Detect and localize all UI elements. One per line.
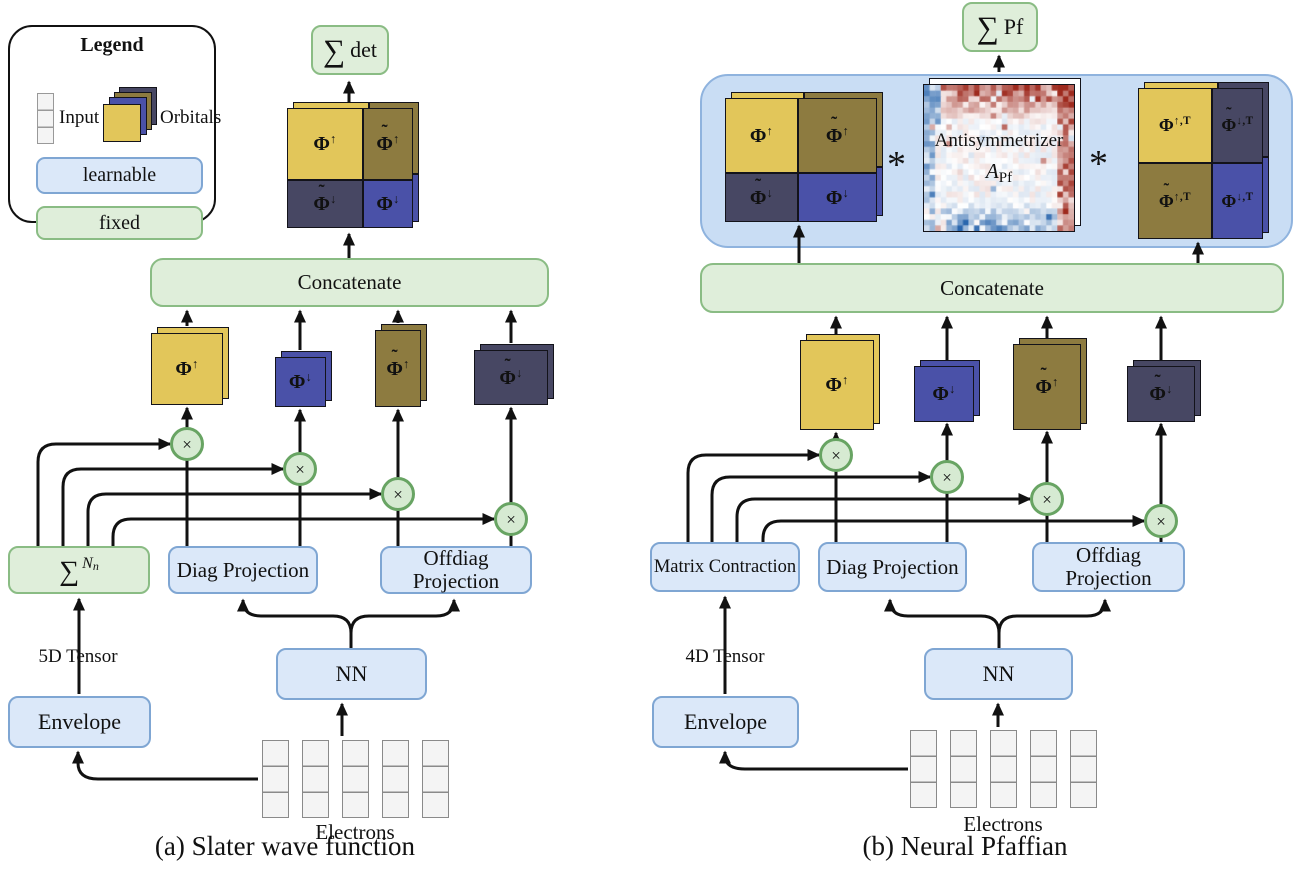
matrix-a-quad-top-right: Φ ˜ ↑ — [363, 108, 413, 180]
electron-column — [1030, 730, 1057, 808]
antisymmetrizer-label: Antisymmetrizer — [934, 130, 1064, 151]
electron-column — [990, 730, 1017, 808]
antisymmetrizer-symbol: APf — [985, 159, 1013, 186]
tensor-label-a: 5D Tensor — [38, 646, 118, 667]
electron-column — [262, 740, 289, 818]
electrons-label-a: Electrons — [315, 820, 395, 844]
matrix-b1-quad-bottom-right: Φ ↓ — [798, 173, 877, 222]
multiply-icon: × — [494, 502, 528, 536]
nn-box-a: NN — [276, 648, 427, 700]
orbitals-icon — [103, 87, 157, 142]
slater-block-matrix: Φ ↑ Φ ˜ ↑ Φ ˜ ↓ Φ ↓ — [287, 102, 419, 228]
electron-column — [950, 730, 977, 808]
nn-box-b: NN — [924, 648, 1073, 700]
matrix-a-quad-top-left: Φ ↑ — [287, 108, 363, 180]
caption-a: (a) Slater wave function — [154, 831, 416, 861]
sum-det-label: det — [350, 37, 377, 62]
electrons-label-b: Electrons — [963, 812, 1043, 836]
orbital-stack-phi-up-b: Φ ↑ — [800, 334, 880, 430]
diag-projection-box-b: Diag Projection — [818, 542, 967, 592]
matrix-b2-quad-top-left: Φ ↑,T — [1138, 88, 1212, 163]
sigma-symbol: ∑ — [323, 32, 346, 68]
electron-column — [910, 730, 937, 808]
electron-column — [422, 740, 449, 818]
multiply-star: * — [887, 144, 906, 186]
pfaffian-block-matrix-right: Φ ↑,T Φ ˜ ↓,T Φ ˜ ↑,T Φ ↓,T — [1138, 82, 1269, 239]
orbital-stack-phi-up-a: Φ ↑ — [151, 327, 229, 405]
antisymmetrizer-heatmap: Antisymmetrizer APf — [923, 78, 1081, 232]
matrix-contraction-box: Matrix Contraction — [650, 542, 800, 592]
pfaffian-block-matrix-left: Φ ↑ Φ ˜ ↑ Φ ˜ ↓ Φ ↓ — [725, 92, 883, 222]
offdiag-projection-box-a: Offdiag Projection — [380, 546, 532, 594]
concatenate-box-a: Concatenate — [150, 258, 549, 307]
multiply-icon: × — [930, 460, 964, 494]
legend-orbitals-label: Orbitals — [160, 107, 222, 128]
matrix-a-quad-bottom-right: Φ ↓ — [363, 180, 413, 228]
heatmap-canvas — [924, 85, 1074, 231]
multiply-icon: × — [1144, 504, 1178, 538]
legend-box: Legend Input Orbitals learnable fixed — [8, 25, 221, 240]
sum-nn-box: ∑ Nn — [8, 546, 150, 594]
matrix-b1-quad-top-left: Φ ↑ — [725, 98, 798, 173]
matrix-b1-quad-top-right: Φ ˜ ↑ — [798, 98, 877, 173]
matrix-b2-quad-bottom-right: Φ ↓,T — [1212, 163, 1263, 239]
multiply-star: * — [1089, 143, 1108, 185]
tensor-label-b: 4D Tensor — [685, 646, 765, 667]
matrix-a-quad-bottom-left: Φ ˜ ↓ — [287, 180, 363, 228]
envelope-box-b: Envelope — [652, 696, 799, 748]
multiply-icon: × — [170, 427, 204, 461]
electron-column — [382, 740, 409, 818]
orbital-stack-phi-down-a: Φ ↓ — [275, 351, 332, 407]
legend-learnable-pill: learnable — [36, 157, 203, 194]
multiply-icon: × — [381, 477, 415, 511]
orbital-stack-phi-down-b: Φ ↓ — [914, 360, 980, 422]
legend-input-label: Input — [59, 107, 100, 128]
heatmap-front-layer: Antisymmetrizer APf — [923, 84, 1075, 232]
concatenate-box-b: Concatenate — [700, 263, 1284, 313]
sum-pf-label: Pf — [1003, 14, 1024, 39]
electron-column — [342, 740, 369, 818]
legend-title: Legend — [80, 34, 144, 56]
legend-fixed-pill: fixed — [36, 206, 203, 240]
orbital-stack-phit-down-a: Φ ˜ ↓ — [474, 344, 554, 405]
orbital-layer-yellow — [103, 104, 141, 142]
offdiag-projection-box-b: Offdiag Projection — [1032, 542, 1185, 592]
input-icon — [37, 93, 54, 144]
multiply-icon: × — [283, 452, 317, 486]
matrix-b2-quad-bottom-left: Φ ˜ ↑,T — [1138, 163, 1212, 239]
multiply-icon: × — [1030, 482, 1064, 516]
sigma-symbol: ∑ — [976, 9, 999, 45]
caption-b: (b) Neural Pfaffian — [862, 831, 1068, 861]
orbital-stack-phit-up-a: Φ ˜ ↑ — [375, 324, 427, 407]
sum-det-box: ∑ det — [311, 25, 389, 75]
multiply-icon: × — [819, 438, 853, 472]
orbital-stack-phit-down-b: Φ ˜ ↓ — [1127, 360, 1201, 422]
matrix-b2-quad-top-right: Φ ˜ ↓,T — [1212, 88, 1263, 163]
sum-pf-box: ∑ Pf — [962, 2, 1038, 52]
orbital-stack-phit-up-b: Φ ˜ ↑ — [1013, 338, 1087, 430]
electron-column — [1070, 730, 1097, 808]
diag-projection-box-a: Diag Projection — [168, 546, 318, 594]
electron-column — [302, 740, 329, 818]
matrix-b1-quad-bottom-left: Φ ˜ ↓ — [725, 173, 798, 222]
envelope-box-a: Envelope — [8, 696, 151, 748]
